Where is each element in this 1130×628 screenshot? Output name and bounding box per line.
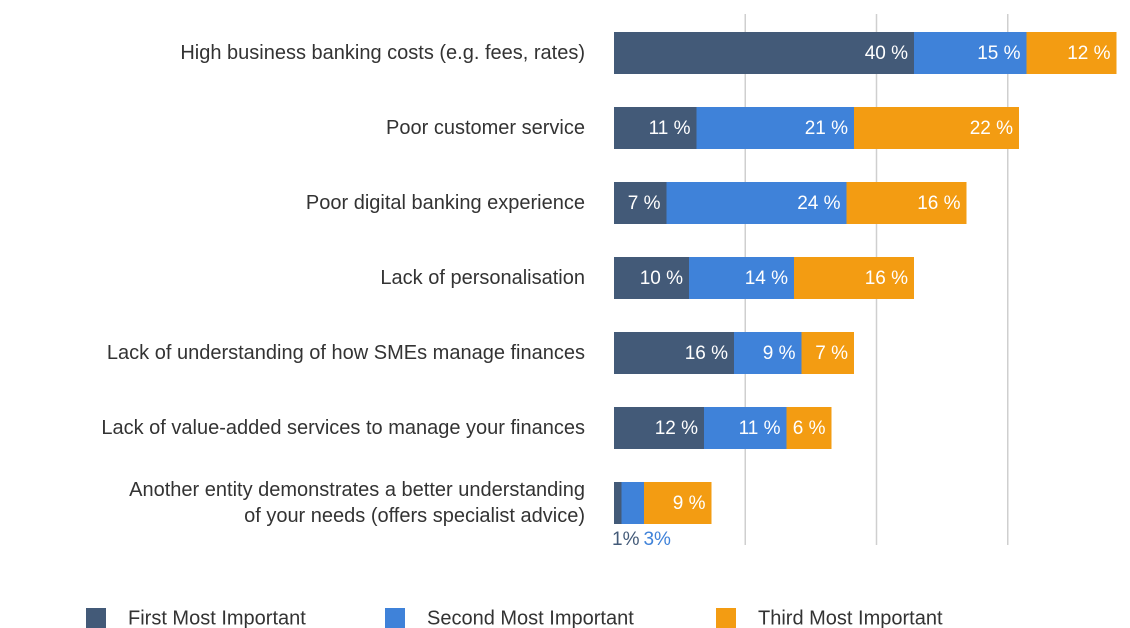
value-label: 12 %: [1067, 43, 1110, 64]
value-label: 3%: [643, 529, 671, 550]
value-label: 12 %: [655, 418, 698, 439]
value-label: 15 %: [977, 43, 1020, 64]
bar-segment: [696, 107, 854, 149]
value-label: 7 %: [815, 343, 848, 364]
category-label: Lack of personalisation: [380, 267, 585, 289]
bar-segment: [614, 257, 689, 299]
legend-swatch: [716, 608, 736, 628]
bar-segment: [614, 482, 622, 524]
value-label: 6 %: [793, 418, 826, 439]
bar-segment: [801, 332, 854, 374]
category-label: Lack of understanding of how SMEs manage…: [106, 342, 585, 364]
value-label: 16 %: [917, 193, 960, 214]
value-label: 9 %: [763, 343, 796, 364]
value-label: 1%: [612, 529, 640, 550]
value-label: 24 %: [797, 193, 840, 214]
category-label: Poor customer service: [386, 117, 585, 139]
bar-segment: [614, 407, 704, 449]
bar-segment: [666, 182, 847, 224]
bar-segment: [614, 182, 667, 224]
legend-swatch: [86, 608, 106, 628]
value-label: 16 %: [865, 268, 908, 289]
value-label: 10 %: [640, 268, 683, 289]
value-label: 21 %: [805, 118, 848, 139]
legend-label: Third Most Important: [758, 607, 943, 628]
legend-label: First Most Important: [128, 607, 306, 628]
bar-segment: [914, 32, 1027, 74]
value-label: 11 %: [649, 118, 691, 139]
bar-segment: [614, 32, 914, 74]
value-label: 14 %: [745, 268, 788, 289]
bar-segment: [794, 257, 914, 299]
bar-segment: [621, 482, 644, 524]
bar-segment: [786, 407, 832, 449]
category-label: High business banking costs (e.g. fees, …: [180, 42, 585, 64]
value-label: 16 %: [685, 343, 728, 364]
bar-segment: [734, 332, 802, 374]
bar-segment: [614, 332, 734, 374]
value-label: 40 %: [865, 43, 908, 64]
bar-segment: [644, 482, 712, 524]
value-label: 22 %: [970, 118, 1013, 139]
value-label: 7 %: [628, 193, 661, 214]
legend-swatch: [385, 608, 405, 628]
category-label: Poor digital banking experience: [305, 192, 585, 214]
category-label: Another entity demonstrates a better und…: [129, 479, 585, 527]
bar-segment: [1026, 32, 1117, 74]
legend-label: Second Most Important: [427, 607, 634, 628]
bar-segment: [854, 107, 1019, 149]
category-label: Lack of value-added services to manage y…: [101, 417, 585, 439]
value-label: 9 %: [673, 493, 706, 514]
bar-segment: [614, 107, 697, 149]
value-label: 11 %: [739, 418, 781, 439]
bar-segment: [689, 257, 794, 299]
bar-segment: [704, 407, 787, 449]
bar-segment: [846, 182, 967, 224]
